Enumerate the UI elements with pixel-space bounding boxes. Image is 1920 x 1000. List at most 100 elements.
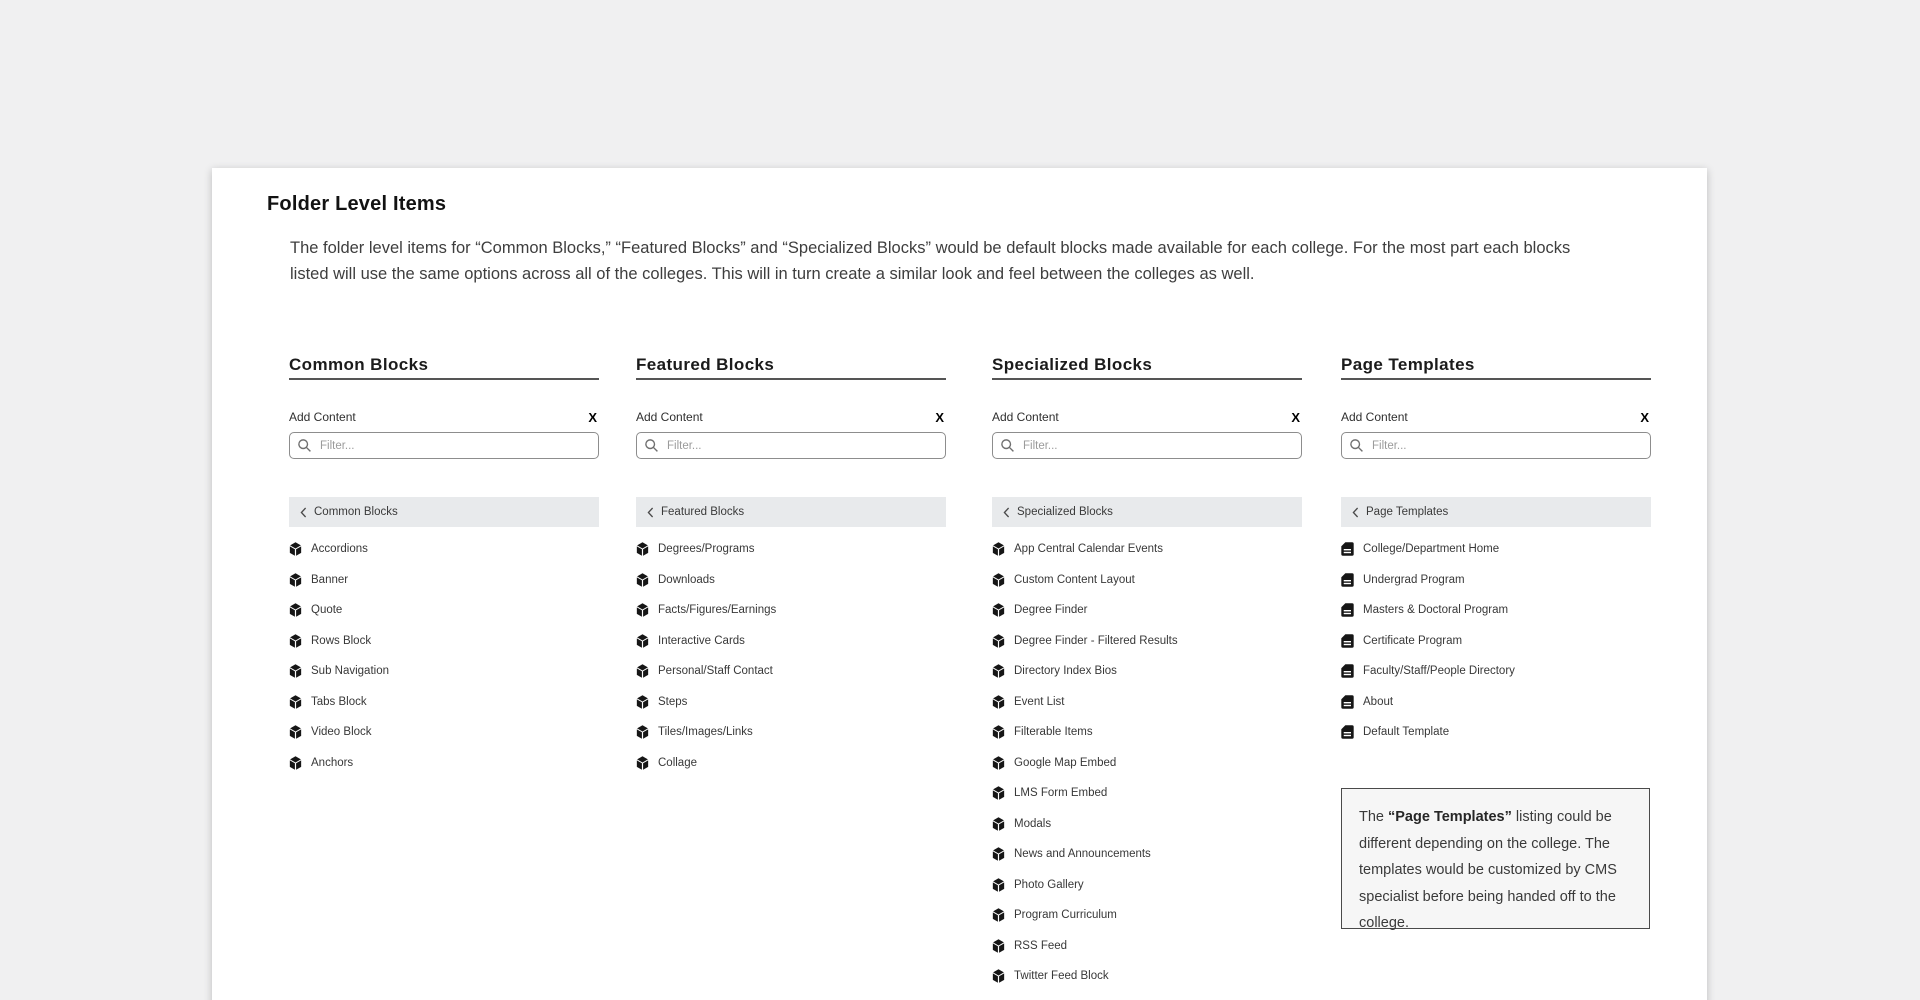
- cube-icon: [289, 634, 302, 648]
- breadcrumb[interactable]: Page Templates: [1341, 497, 1651, 527]
- filter-field: [289, 432, 599, 459]
- block-list-item[interactable]: App Central Calendar Events: [992, 534, 1302, 565]
- add-content-label: Add Content: [636, 410, 703, 424]
- cube-icon: [636, 603, 649, 617]
- cube-icon: [992, 756, 1005, 770]
- filter-input[interactable]: [636, 432, 946, 459]
- breadcrumb[interactable]: Common Blocks: [289, 497, 599, 527]
- block-list-item[interactable]: Undergrad Program: [1341, 565, 1651, 596]
- block-list-item[interactable]: Rows Block: [289, 626, 599, 657]
- block-list-item[interactable]: Modals: [992, 809, 1302, 840]
- block-list-item[interactable]: News and Announcements: [992, 839, 1302, 870]
- close-icon[interactable]: X: [935, 409, 944, 425]
- cube-icon: [636, 725, 649, 739]
- breadcrumb[interactable]: Specialized Blocks: [992, 497, 1302, 527]
- filter-input[interactable]: [1341, 432, 1651, 459]
- block-list-item[interactable]: Accordions: [289, 534, 599, 565]
- block-list-item[interactable]: Facts/Figures/Earnings: [636, 595, 946, 626]
- block-list-item[interactable]: Filterable Items: [992, 717, 1302, 748]
- block-list: App Central Calendar Events: [992, 534, 1302, 992]
- block-list-item[interactable]: Program Curriculum: [992, 900, 1302, 931]
- cube-icon: [289, 695, 302, 709]
- block-list-item[interactable]: Faculty/Staff/People Directory: [1341, 656, 1651, 687]
- filter-input[interactable]: [289, 432, 599, 459]
- block-panel: Page Templates Add Content X Page Templa…: [1341, 355, 1651, 748]
- block-list-item[interactable]: College/Department Home: [1341, 534, 1651, 565]
- block-list-item[interactable]: Video Block: [289, 717, 599, 748]
- block-list-item[interactable]: Collage: [636, 748, 946, 779]
- block-item-label: Filterable Items: [1014, 726, 1093, 739]
- panel-title: Common Blocks: [289, 355, 599, 380]
- breadcrumb[interactable]: Featured Blocks: [636, 497, 946, 527]
- cube-icon: [992, 908, 1005, 922]
- block-list-item[interactable]: Downloads: [636, 565, 946, 596]
- block-list-item[interactable]: Personal/Staff Contact: [636, 656, 946, 687]
- page-title: Folder Level Items: [267, 193, 447, 215]
- block-list-item[interactable]: Anchors: [289, 748, 599, 779]
- add-content-header: Add Content X: [1341, 410, 1651, 424]
- block-item-label: Sub Navigation: [311, 665, 389, 678]
- block-list-item[interactable]: Steps: [636, 687, 946, 718]
- block-list-item[interactable]: Twitter Feed Block: [992, 961, 1302, 992]
- block-item-label: College/Department Home: [1363, 543, 1500, 556]
- block-item-label: Google Map Embed: [1014, 756, 1117, 769]
- block-list-item[interactable]: Quote: [289, 595, 599, 626]
- block-panel: Featured Blocks Add Content X Featured B…: [636, 355, 946, 778]
- add-content-label: Add Content: [992, 410, 1059, 424]
- block-list-item[interactable]: Masters & Doctoral Program: [1341, 595, 1651, 626]
- block-list-item[interactable]: Degree Finder - Filtered Results: [992, 626, 1302, 657]
- block-list-item[interactable]: Google Map Embed: [992, 748, 1302, 779]
- block-list-item[interactable]: Certificate Program: [1341, 626, 1651, 657]
- filter-input[interactable]: [992, 432, 1302, 459]
- page-templates-note: The “Page Templates” listing could be di…: [1341, 788, 1650, 931]
- block-list: College/Department Home Und: [1341, 534, 1651, 748]
- block-item-label: Degrees/Programs: [658, 543, 755, 556]
- block-list-item[interactable]: About: [1341, 687, 1651, 718]
- block-list-item[interactable]: Interactive Cards: [636, 626, 946, 657]
- cube-icon: [992, 969, 1005, 983]
- note-text-prefix: The: [1359, 809, 1389, 825]
- block-item-label: Modals: [1014, 817, 1052, 830]
- close-icon[interactable]: X: [588, 409, 597, 425]
- block-item-label: LMS Form Embed: [1014, 787, 1108, 800]
- close-icon[interactable]: X: [1640, 409, 1649, 425]
- add-content-header: Add Content X: [992, 410, 1302, 424]
- close-icon[interactable]: X: [1291, 409, 1300, 425]
- cube-icon: [289, 573, 302, 587]
- block-item-label: RSS Feed: [1014, 939, 1068, 952]
- block-list-item[interactable]: Event List: [992, 687, 1302, 718]
- cube-icon: [289, 542, 302, 556]
- cube-icon: [992, 603, 1005, 617]
- file-icon: [1341, 542, 1354, 556]
- block-item-label: Steps: [658, 695, 688, 708]
- block-item-label: News and Announcements: [1014, 848, 1151, 861]
- chevron-left-icon: [1003, 507, 1010, 518]
- filter-field: [1341, 432, 1651, 459]
- block-list-item[interactable]: Banner: [289, 565, 599, 596]
- block-item-label: Degree Finder: [1014, 604, 1088, 617]
- cube-icon: [289, 725, 302, 739]
- panel-title: Page Templates: [1341, 355, 1651, 380]
- cube-icon: [992, 847, 1005, 861]
- block-list-item[interactable]: Tiles/Images/Links: [636, 717, 946, 748]
- block-list-item[interactable]: Default Template: [1341, 717, 1651, 748]
- block-list-item[interactable]: Photo Gallery: [992, 870, 1302, 901]
- file-icon: [1341, 725, 1354, 739]
- block-item-label: Downloads: [658, 573, 715, 586]
- cube-icon: [636, 542, 649, 556]
- block-list-item[interactable]: Degrees/Programs: [636, 534, 946, 565]
- cube-icon: [992, 542, 1005, 556]
- filter-field: [992, 432, 1302, 459]
- block-list-item[interactable]: Tabs Block: [289, 687, 599, 718]
- block-list-item[interactable]: Sub Navigation: [289, 656, 599, 687]
- block-item-label: Masters & Doctoral Program: [1363, 604, 1509, 617]
- content-card: Folder Level Items The folder level item…: [212, 168, 1707, 1000]
- block-list-item[interactable]: RSS Feed: [992, 931, 1302, 962]
- block-list-item[interactable]: Degree Finder: [992, 595, 1302, 626]
- block-list-item[interactable]: LMS Form Embed: [992, 778, 1302, 809]
- panels-area: Common Blocks Add Content X Common Block…: [212, 168, 1707, 1000]
- block-list-item[interactable]: Custom Content Layout: [992, 565, 1302, 596]
- cube-icon: [636, 634, 649, 648]
- block-list-item[interactable]: Directory Index Bios: [992, 656, 1302, 687]
- block-item-label: Undergrad Program: [1363, 573, 1465, 586]
